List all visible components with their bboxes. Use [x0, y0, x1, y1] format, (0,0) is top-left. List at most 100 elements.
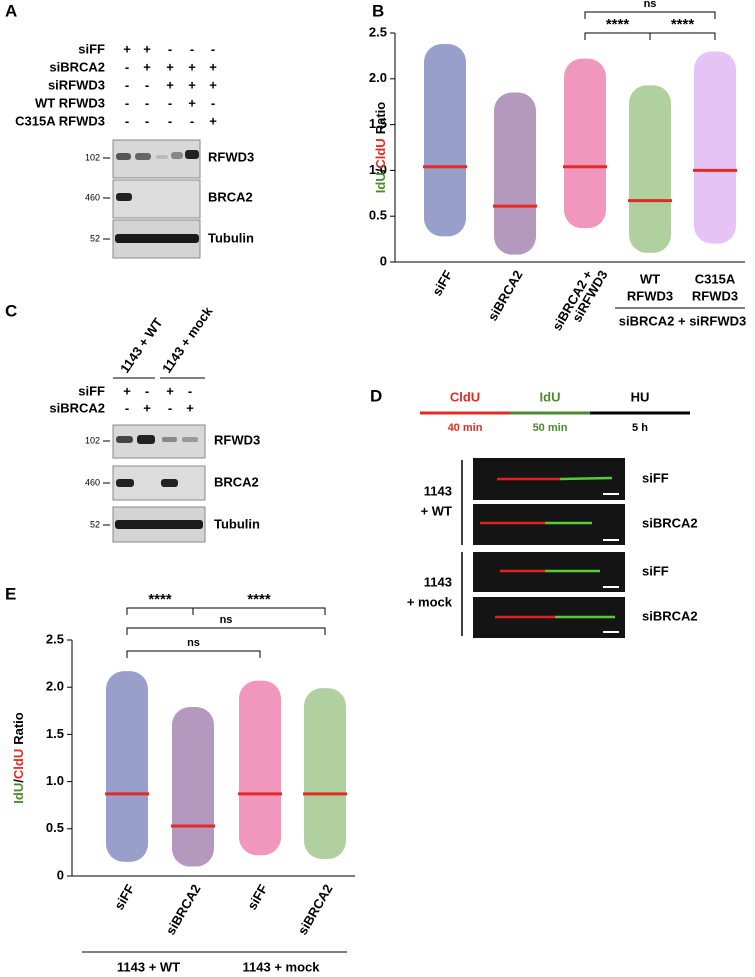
condition-label: siFF: [78, 41, 105, 56]
significance-bracket: [649, 32, 716, 40]
y-tick-label: 0: [57, 867, 64, 882]
condition-sign: -: [168, 400, 172, 415]
condition-label: siBRCA2: [49, 59, 105, 74]
y-label-part: /: [373, 168, 388, 172]
condition-sign: -: [188, 383, 192, 398]
significance-bracket: [584, 32, 651, 40]
condition-sign: -: [145, 77, 149, 92]
timeline-duration: 50 min: [533, 422, 568, 434]
condition-label: siRFWD3: [48, 77, 105, 92]
blot-label: Tubulin: [214, 516, 260, 531]
condition-sign: +: [166, 59, 174, 74]
panel-label: B: [372, 1, 384, 20]
y-axis-label: IdU/CldU Ratio: [373, 102, 388, 193]
significance-label: ****: [247, 591, 271, 608]
dot-cloud: [172, 707, 214, 867]
group-label: 1143 + WT: [117, 959, 180, 974]
group-label: 1143 + mock: [243, 959, 321, 974]
condition-sign: +: [143, 41, 151, 56]
significance-label: ns: [220, 614, 233, 626]
condition-sign: +: [166, 77, 174, 92]
x-tick-label: siBRCA2: [163, 882, 204, 938]
condition-sign: -: [145, 95, 149, 110]
y-tick-label: 2.5: [369, 24, 387, 39]
group-label: 1143 + mock: [159, 303, 216, 375]
blot-label: RFWD3: [214, 432, 260, 447]
condition-sign: +: [188, 59, 196, 74]
x-tick-label: RFWD3: [692, 288, 738, 303]
y-tick-label: 1.0: [46, 773, 64, 788]
molecular-weight: 52: [90, 233, 100, 243]
panel-label: D: [370, 386, 382, 405]
dot-cloud: [424, 43, 466, 237]
y-label-part: IdU: [11, 783, 26, 804]
group-label: + mock: [407, 594, 453, 609]
group-label: siBRCA2 + siRFWD3: [619, 313, 747, 328]
dot-cloud: [629, 85, 671, 253]
timeline-duration: 40 min: [448, 422, 483, 434]
significance-bracket: [192, 607, 326, 615]
significance-label: ****: [671, 16, 695, 33]
fiber-images: [461, 458, 625, 638]
condition-sign: -: [211, 95, 215, 110]
condition-sign: +: [123, 41, 131, 56]
group-label: 1143: [424, 483, 452, 498]
significance-bracket: [584, 11, 716, 19]
condition-label: WT RFWD3: [35, 95, 105, 110]
y-tick-label: 0.5: [46, 820, 64, 835]
dot-cloud: [304, 688, 346, 860]
condition-sign: -: [190, 113, 194, 128]
panel-label: A: [5, 1, 17, 20]
group-label: + WT: [421, 503, 452, 518]
row-label: siFF: [642, 563, 669, 578]
significance-label: ****: [148, 591, 172, 608]
condition-sign: +: [166, 383, 174, 398]
condition-sign: -: [125, 59, 129, 74]
x-tick-label: siBRCA2: [295, 882, 336, 938]
condition-sign: +: [188, 95, 196, 110]
y-tick-label: 1.0: [369, 162, 387, 177]
timeline-label: IdU: [540, 389, 561, 404]
condition-sign: -: [168, 113, 172, 128]
x-tick-label: siFF: [429, 268, 455, 299]
significance-label: ns: [644, 0, 657, 10]
dot-cloud: [106, 671, 148, 862]
timeline-label: HU: [631, 389, 650, 404]
row-label: siFF: [642, 470, 669, 485]
group-label: 1143: [424, 574, 452, 589]
blot-a: [112, 139, 201, 259]
y-label-part: Ratio: [373, 102, 388, 135]
molecular-weight: 460: [85, 477, 100, 487]
x-tick-label: C315A: [695, 271, 736, 286]
blot-label: Tubulin: [208, 230, 254, 245]
condition-sign: +: [123, 383, 131, 398]
row-label: siBRCA2: [642, 515, 698, 530]
x-tick-label: siFF: [111, 882, 137, 913]
y-tick-label: 0.5: [369, 208, 387, 223]
significance-label: ****: [606, 16, 630, 33]
condition-sign: +: [209, 113, 217, 128]
dot-cloud: [694, 51, 736, 244]
condition-sign: -: [168, 95, 172, 110]
condition-sign: -: [145, 383, 149, 398]
condition-sign: +: [188, 77, 196, 92]
molecular-weight: 52: [90, 519, 100, 529]
y-axis-label: IdU/CldU Ratio: [11, 712, 26, 803]
condition-sign: -: [168, 41, 172, 56]
condition-sign: -: [145, 113, 149, 128]
panel-label: E: [5, 584, 16, 603]
condition-sign: -: [211, 41, 215, 56]
blot-label: BRCA2: [208, 189, 253, 204]
dot-cloud: [494, 92, 536, 255]
condition-sign: +: [143, 400, 151, 415]
condition-label: C315A RFWD3: [15, 113, 105, 128]
y-label-part: CldU: [373, 138, 388, 168]
significance-bracket: [126, 627, 326, 635]
x-tick-label: siFF: [244, 882, 270, 913]
condition-sign: -: [190, 41, 194, 56]
blot-c: [112, 424, 206, 543]
condition-sign: +: [186, 400, 194, 415]
blot-label: RFWD3: [208, 149, 254, 164]
y-tick-label: 0: [380, 253, 387, 268]
condition-label: siBRCA2: [49, 400, 105, 415]
